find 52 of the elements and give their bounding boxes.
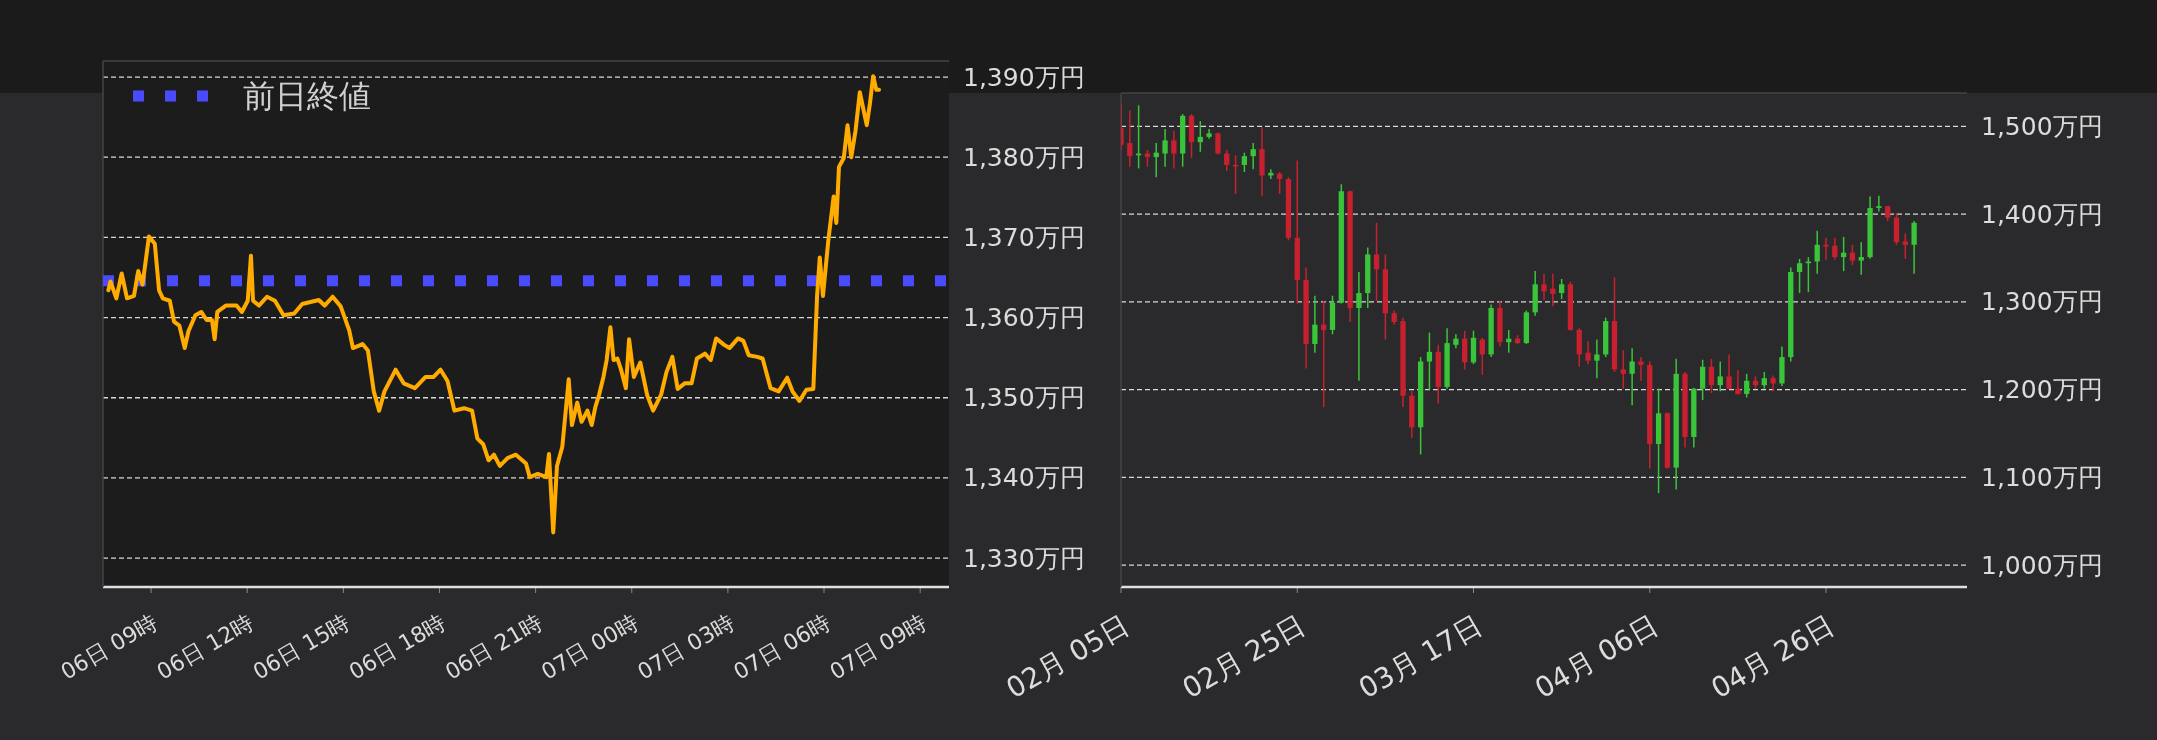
- y-tick-label: 1,200万円: [1981, 375, 2103, 405]
- candlestick: [1744, 373, 1750, 399]
- y-tick-label: 1,390万円: [963, 62, 1085, 92]
- y-tick-label: 1,330万円: [963, 543, 1085, 573]
- candlestick: [1594, 338, 1600, 379]
- candlestick: [1620, 349, 1626, 390]
- candlestick: [1250, 142, 1256, 171]
- candlestick: [1462, 330, 1468, 371]
- y-tick-label: 1,370万円: [963, 222, 1085, 252]
- candlestick: [1356, 271, 1362, 382]
- candlestick: [1902, 232, 1908, 260]
- candlestick: [1699, 358, 1706, 401]
- x-tick-label: 04月 06日: [1529, 608, 1664, 706]
- candlestick: [1127, 109, 1133, 168]
- candlestick: [1805, 256, 1812, 293]
- candlestick: [1541, 273, 1547, 301]
- x-tick-label: 02月 05日: [1000, 608, 1135, 706]
- candlestick: [1717, 360, 1723, 393]
- candlestick: [1629, 347, 1635, 407]
- x-tick-label: 04月 26日: [1705, 608, 1840, 706]
- candlestick: [1585, 340, 1591, 365]
- candlestick: [1638, 356, 1644, 382]
- candlestick: [1224, 149, 1230, 172]
- candlestick: [1373, 222, 1380, 302]
- candlestick: [1726, 353, 1732, 390]
- candlestick: [1814, 230, 1820, 275]
- candlestick: [1312, 294, 1318, 354]
- x-tick-label: 02月 25日: [1176, 608, 1312, 706]
- y-tick-label: 1,100万円: [1981, 462, 2103, 492]
- y-tick-label: 1,340万円: [963, 463, 1085, 493]
- candlestick: [1162, 128, 1168, 168]
- candlestick: [1796, 258, 1803, 294]
- x-tick-label: 03月 17日: [1352, 608, 1488, 706]
- y-tick-label: 1,380万円: [963, 142, 1085, 172]
- candlestick: [1241, 151, 1248, 173]
- candlestick: [1735, 369, 1741, 396]
- y-tick-label: 1,500万円: [1981, 111, 2103, 141]
- candlestick: [1823, 237, 1829, 261]
- candlestick: [1849, 244, 1856, 266]
- candlestick: [1558, 278, 1565, 300]
- y-tick-label: 1,350万円: [963, 383, 1085, 413]
- candlestick: [1832, 237, 1838, 261]
- y-tick-label: 1,400万円: [1981, 199, 2103, 229]
- y-tick-label: 1,360万円: [963, 303, 1085, 333]
- candlestick: [1911, 220, 1917, 275]
- y-tick-label: 1,000万円: [1981, 550, 2103, 580]
- y-tick-label: 1,300万円: [1981, 287, 2103, 317]
- candlestick: [1858, 241, 1864, 276]
- candlestick: [1708, 358, 1715, 394]
- candlestick: [1876, 194, 1882, 213]
- legend-label: 前日終値: [243, 77, 371, 115]
- candlestick: [1171, 129, 1177, 170]
